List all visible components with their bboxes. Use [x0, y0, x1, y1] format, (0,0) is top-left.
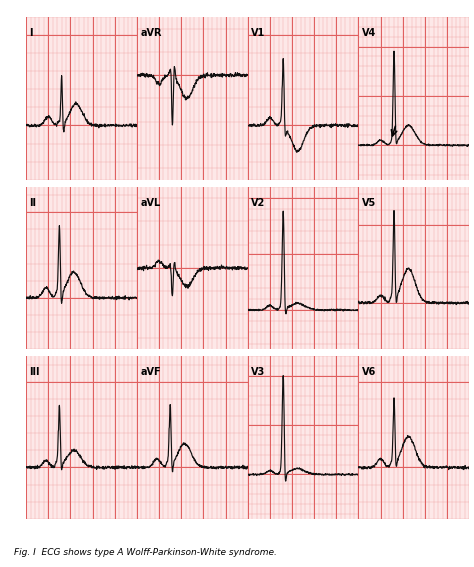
- Text: II: II: [29, 198, 36, 208]
- Text: V4: V4: [362, 28, 376, 39]
- Text: aVF: aVF: [140, 367, 161, 378]
- Text: V6: V6: [362, 367, 376, 378]
- Text: aVR: aVR: [140, 28, 162, 39]
- Text: V2: V2: [251, 198, 265, 208]
- Text: V1: V1: [251, 28, 265, 39]
- Text: V5: V5: [362, 198, 376, 208]
- Text: aVL: aVL: [140, 198, 160, 208]
- Text: III: III: [29, 367, 40, 378]
- Text: I: I: [29, 28, 33, 39]
- Text: Fig. I  ECG shows type A Wolff-Parkinson-White syndrome.: Fig. I ECG shows type A Wolff-Parkinson-…: [14, 548, 277, 557]
- Text: V3: V3: [251, 367, 265, 378]
